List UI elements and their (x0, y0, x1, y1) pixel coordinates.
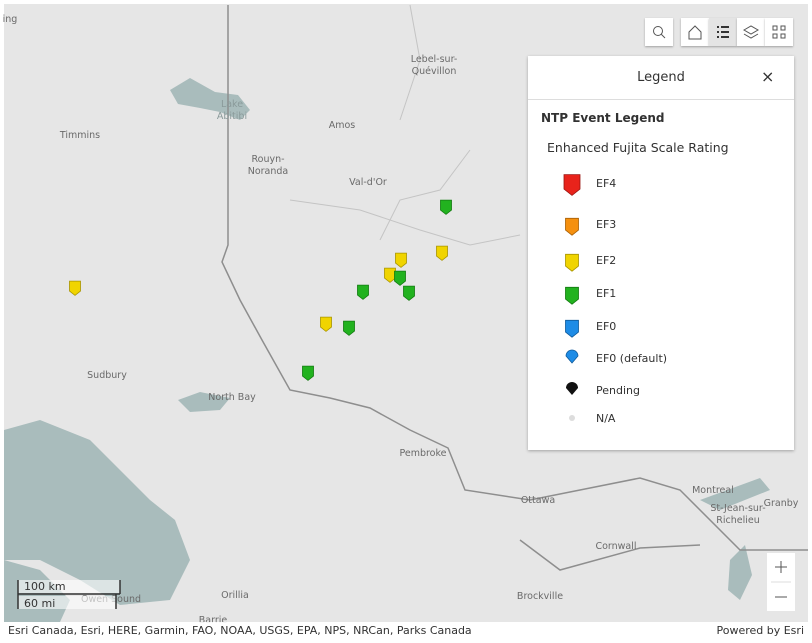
legend-symbol (565, 319, 579, 338)
legend-label: EF4 (596, 177, 616, 190)
legend-label: EF2 (596, 254, 616, 267)
powered-by[interactable]: Powered by Esri (716, 624, 804, 637)
legend-label: EF0 (596, 320, 616, 333)
scale-km: 100 km (24, 580, 66, 593)
event-marker (343, 320, 355, 336)
event-marker (69, 280, 81, 296)
place-label: Ottawa (521, 495, 555, 506)
legend-label: Pending (596, 384, 640, 397)
scale-bar: 100 km 60 mi (17, 580, 121, 610)
place-label: ing (3, 14, 18, 25)
zoom-in[interactable] (775, 561, 787, 573)
legend-header: Legend × (528, 56, 794, 100)
event-marker (320, 316, 332, 332)
event-markers (69, 199, 452, 381)
place-label: Pembroke (399, 448, 446, 459)
legend-symbol (565, 349, 579, 364)
field-title: Enhanced Fujita Scale Rating (547, 140, 729, 155)
event-marker (394, 270, 406, 286)
legend-symbol (566, 382, 578, 395)
place-label: Timmins (59, 130, 100, 141)
legend-label: EF3 (596, 218, 616, 231)
legend-symbol (565, 286, 579, 305)
event-marker (395, 252, 407, 268)
place-label: Noranda (248, 166, 289, 177)
event-marker (302, 365, 314, 381)
place-label: Quévillon (412, 66, 457, 77)
attribution-bar: Esri Canada, Esri, HERE, Garmin, FAO, NO… (4, 622, 808, 640)
event-marker (384, 267, 396, 283)
basemap-button[interactable] (765, 18, 793, 46)
legend-button[interactable] (709, 18, 737, 46)
layer-title: NTP Event Legend (541, 111, 665, 125)
event-marker (440, 199, 452, 215)
place-label: Lebel-sur- (411, 54, 458, 65)
place-label: Amos (329, 120, 356, 131)
place-label: St-Jean-sur- (710, 503, 765, 514)
close-button[interactable]: × (761, 67, 775, 86)
place-label: Orillia (221, 590, 249, 601)
legend-panel: Legend × NTP Event Legend Enhanced Fujit… (528, 56, 794, 450)
place-label: Granby (764, 498, 799, 509)
place-label: Rouyn- (251, 154, 284, 165)
place-label: Barrie (199, 615, 228, 626)
legend-title: Legend (637, 70, 685, 85)
place-label: Brockville (517, 591, 563, 602)
attribution: Esri Canada, Esri, HERE, Garmin, FAO, NO… (8, 624, 472, 637)
place-label: Richelieu (716, 515, 759, 526)
event-marker (357, 284, 369, 300)
legend-symbol (565, 253, 579, 272)
borders (221, 5, 808, 571)
legend-symbol (565, 217, 579, 236)
regions (289, 4, 521, 246)
place-label: Abitibi (217, 111, 247, 122)
home-button[interactable] (681, 18, 709, 46)
layers-button[interactable] (737, 18, 765, 46)
place-label: North Bay (208, 392, 256, 403)
event-marker (436, 245, 448, 261)
event-marker (403, 285, 415, 301)
legend-label: EF1 (596, 287, 616, 300)
place-label: Cornwall (595, 541, 636, 552)
place-label: Lake (221, 99, 243, 110)
legend-symbol (563, 174, 581, 196)
legend-symbol (569, 415, 575, 421)
zoom-controls (767, 553, 795, 611)
place-label: Val-d'Or (349, 177, 387, 188)
search-button[interactable] (645, 18, 673, 46)
place-label: Montreal (692, 485, 734, 496)
legend-label: N/A (596, 412, 616, 425)
legend-label: EF0 (default) (596, 352, 667, 365)
scale-mi: 60 mi (24, 597, 55, 610)
place-label: Sudbury (87, 370, 127, 381)
